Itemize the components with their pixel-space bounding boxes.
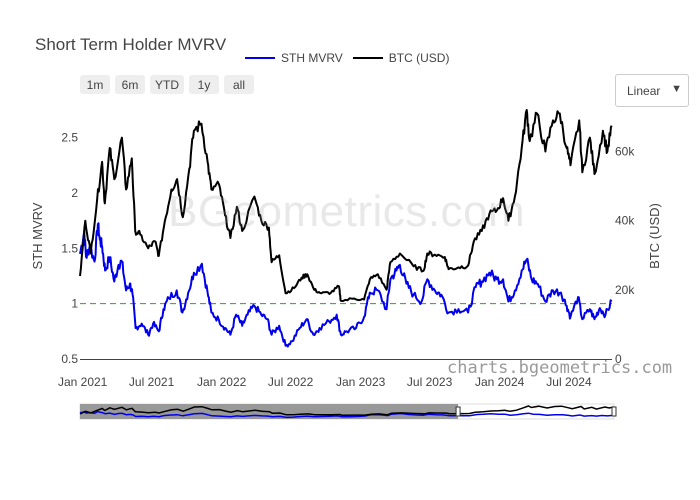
legend-swatch-sth-mvrv [245,57,275,59]
url-watermark: charts.bgeometrics.com [447,358,673,378]
y-tick-label: 1 [71,297,78,311]
series-line-btc-usd[interactable] [79,109,613,302]
y-tick-label: 1.5 [61,241,78,255]
navigator-line-btc-usd [79,405,614,416]
series-layer [79,109,613,348]
range-button-ytd[interactable]: YTD [150,75,184,94]
y-axis-title: STH MVRV [30,202,45,269]
y-tick-label: 2.5 [61,131,78,145]
y2-axis-title: BTC (USD) [647,203,662,269]
scale-select-value: Linear [627,83,661,98]
series-line-sth-mvrv[interactable] [79,222,613,348]
y2-tick-label: 60k [615,145,635,159]
brand-watermark: BGeometrics.com [168,187,526,236]
chart-title: Short Term Holder MVRV [35,35,227,54]
legend: STH MVRV BTC (USD) [245,51,459,65]
y-tick-label: 0.5 [61,352,78,366]
chevron-down-icon: ▼ [671,83,682,95]
range-navigator[interactable] [79,403,617,420]
x-tick-label: Jul 2022 [268,375,314,389]
range-button-1y[interactable]: 1y [189,75,219,94]
y2-tick-label: 40k [615,214,635,228]
scale-select[interactable]: Linear ▼ [615,74,689,107]
legend-label-sth-mvrv: STH MVRV [281,51,343,65]
legend-label-btc-usd: BTC (USD) [388,51,450,65]
legend-swatch-btc-usd [352,57,383,59]
y-tick-label: 2 [71,186,78,200]
range-button-6m[interactable]: 6m [115,75,145,94]
x-tick-label: Jan 2021 [58,375,108,389]
x-tick-label: Jan 2024 [475,375,525,389]
legend-item-btc-usd[interactable]: BTC (USD) [352,51,450,65]
x-tick-label: Jul 2023 [407,375,453,389]
x-tick-label: Jul 2024 [546,375,592,389]
navigator-line-sth-mvrv [79,410,614,419]
x-tick-label: Jan 2022 [197,375,247,389]
navigator-handle-left[interactable] [455,406,461,417]
range-button-all[interactable]: all [224,75,254,94]
axes-layer: Jan 2021 Jul 2021 Jan 2022 Jul 2022 Jan 2023… [30,131,662,389]
x-tick-label: Jul 2021 [129,375,175,389]
legend-item-sth-mvrv[interactable]: STH MVRV [245,51,343,65]
y2-tick-label: 0 [615,352,622,366]
range-button-1m[interactable]: 1m [80,75,110,94]
navigator-handle-right[interactable] [611,406,617,417]
y2-tick-label: 20k [615,283,635,297]
x-tick-label: Jan 2023 [336,375,386,389]
